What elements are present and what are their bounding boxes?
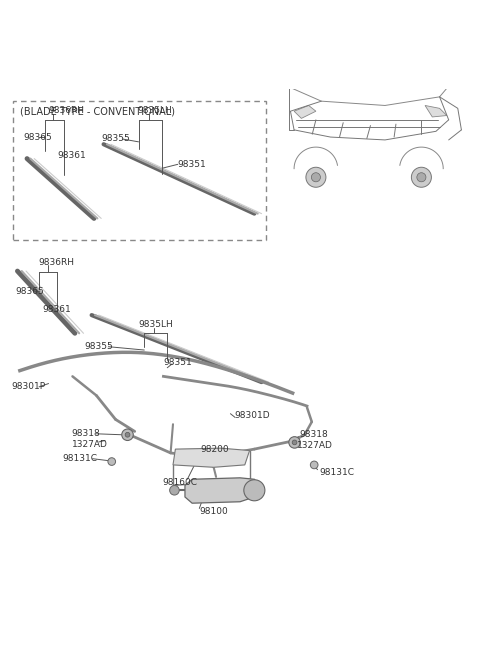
Polygon shape [425,106,447,117]
Polygon shape [173,448,250,467]
Text: 98365: 98365 [15,286,44,296]
Text: 9836RH: 9836RH [38,258,74,267]
Circle shape [125,432,130,437]
Text: 1327AD: 1327AD [297,442,332,450]
Text: 98318: 98318 [300,430,329,440]
Circle shape [312,173,321,182]
Polygon shape [290,3,454,78]
Text: 9836RH: 9836RH [48,106,84,115]
Circle shape [169,486,179,495]
Text: 98318: 98318 [72,429,100,438]
Text: 98351: 98351 [163,357,192,367]
Text: 98301D: 98301D [234,411,270,420]
Polygon shape [185,478,257,503]
Polygon shape [303,34,352,62]
Text: 1327AD: 1327AD [72,440,108,449]
Text: 98355: 98355 [84,342,113,351]
Circle shape [244,480,265,501]
Circle shape [122,429,133,440]
Circle shape [411,168,432,187]
Circle shape [417,173,426,182]
Circle shape [292,440,297,445]
Circle shape [311,461,318,468]
Text: 9835LH: 9835LH [137,106,172,115]
Polygon shape [322,28,380,58]
Text: 98355: 98355 [101,135,130,143]
Text: 98361: 98361 [57,150,86,160]
Text: 98365: 98365 [24,133,52,141]
Text: 98200: 98200 [201,445,229,453]
Text: 9835LH: 9835LH [139,320,173,329]
Text: 98100: 98100 [199,507,228,516]
Text: 98160C: 98160C [162,478,197,487]
Text: 98131C: 98131C [319,468,354,476]
Circle shape [289,437,300,448]
Polygon shape [294,106,316,118]
Text: 98131C: 98131C [62,454,97,463]
Text: 98361: 98361 [43,305,72,314]
Circle shape [108,458,116,465]
Text: (BLADE TYPE - CONVENTIONAL): (BLADE TYPE - CONVENTIONAL) [20,107,175,117]
Text: 98351: 98351 [178,160,206,169]
Text: 98301P: 98301P [11,382,45,392]
Circle shape [306,168,326,187]
